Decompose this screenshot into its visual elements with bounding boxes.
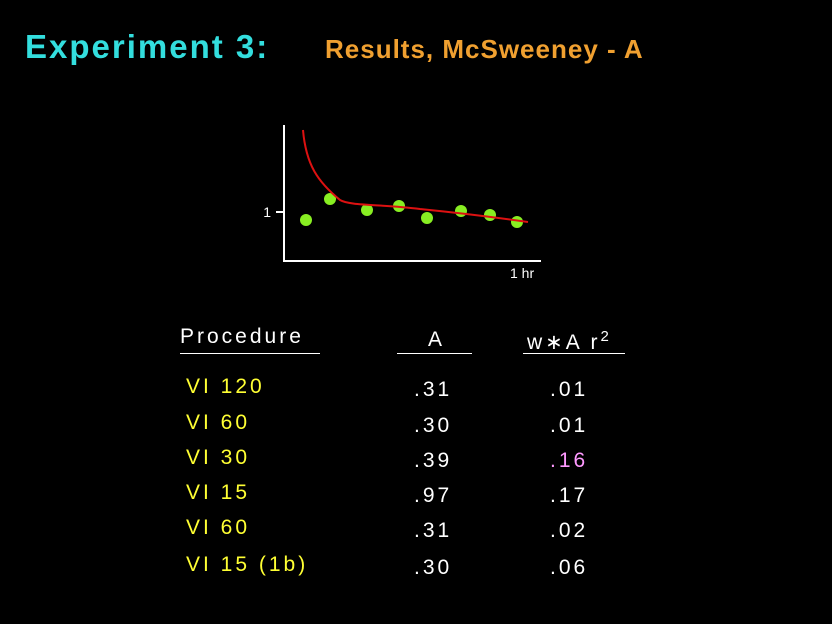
rule (523, 353, 625, 354)
table-cell: VI 60 (186, 516, 251, 539)
table-cell: .01 (550, 414, 589, 437)
table-cell: .97 (414, 484, 453, 507)
table-cell: .16 (550, 449, 589, 472)
rule (397, 353, 472, 354)
table-cell: .17 (550, 484, 589, 507)
table-cell: .31 (414, 519, 453, 542)
fit-curve (302, 129, 529, 223)
table-cell: .39 (414, 449, 453, 472)
column-header: Procedure (180, 325, 304, 348)
column-header-part: r (590, 331, 601, 354)
table-cell: .30 (414, 414, 453, 437)
table-cell: .01 (550, 378, 589, 401)
table-cell: VI 15 (1b) (186, 553, 309, 576)
column-header-part: w∗A (527, 331, 582, 354)
y-label: 1 (263, 204, 271, 220)
figure: 1 1 hr (263, 125, 541, 281)
x-label: 1 hr (510, 265, 534, 281)
points (300, 193, 523, 228)
title: Experiment 3: (25, 28, 270, 65)
table-cell: .30 (414, 556, 453, 579)
rule (180, 353, 320, 354)
table-cell: VI 120 (186, 375, 265, 398)
column-header: A (428, 328, 446, 351)
column-header: w∗A r2 (527, 328, 612, 355)
table-cell: VI 15 (186, 481, 251, 504)
table-cell: VI 60 (186, 411, 251, 434)
table-cell: .02 (550, 519, 589, 542)
superscript: 2 (600, 328, 612, 345)
table-cell: VI 30 (186, 446, 251, 469)
table-cell: .31 (414, 378, 453, 401)
table-cell: .06 (550, 556, 589, 579)
subtitle: Results, McSweeney - A (325, 34, 644, 64)
